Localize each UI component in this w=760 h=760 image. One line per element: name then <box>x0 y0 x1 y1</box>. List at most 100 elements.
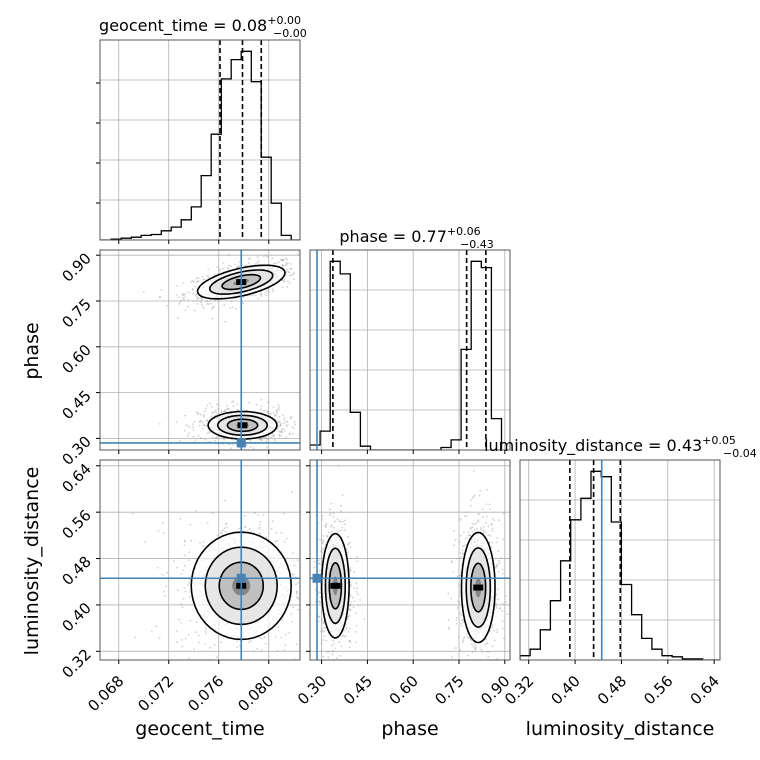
panel-geocent-time-vs-luminosity-distance-sample-point <box>244 526 247 529</box>
panel-phase-vs-luminosity-distance-sample-point <box>339 654 342 657</box>
panel-geocent-time-vs-phase-sample-point <box>260 408 262 411</box>
panel-geocent-time-vs-luminosity-distance-sample-point <box>196 621 198 623</box>
panel-phase-vs-luminosity-distance-sample-point <box>485 521 487 524</box>
panel-phase-vs-luminosity-distance-sample-point <box>462 621 465 624</box>
panel-phase-vs-luminosity-distance-sample-point <box>467 534 470 537</box>
panel-geocent-time-vs-phase-sample-point <box>235 307 237 310</box>
xtick-label-luminosity-distance-4: 0.64 <box>687 672 723 708</box>
panel-phase-vs-luminosity-distance-sample-point <box>340 686 342 688</box>
panel-geocent-time-vs-phase-sample-point <box>291 426 294 428</box>
hist-geocent-time <box>96 39 301 244</box>
panel-phase-vs-luminosity-distance-sample-point <box>325 664 327 666</box>
panel-geocent-time-vs-phase-sample-point <box>281 431 283 434</box>
panel-phase-vs-luminosity-distance-sample-point <box>334 647 337 650</box>
panel-phase-vs-luminosity-distance-sample-point <box>326 650 328 653</box>
panel-phase-vs-luminosity-distance-sample-point <box>482 529 485 532</box>
panel-geocent-time-vs-luminosity-distance-sample-point <box>308 544 310 546</box>
panel-geocent-time-vs-luminosity-distance-sample-point <box>223 527 226 530</box>
panel-phase-vs-luminosity-distance-sample-point <box>328 671 330 673</box>
panel-geocent-time-vs-phase-sample-point <box>286 424 289 426</box>
panel-geocent-time-vs-phase-sample-point <box>260 411 262 414</box>
panel-geocent-time-vs-phase-sample-point <box>178 303 181 305</box>
panel-geocent-time-vs-luminosity-distance-sample-point <box>184 554 186 556</box>
panel-geocent-time-vs-phase-sample-point <box>223 438 226 441</box>
panel-geocent-time-vs-phase-sample-point <box>228 254 230 257</box>
panel-geocent-time-vs-luminosity-distance-sample-point <box>284 644 287 647</box>
ytick-label-luminosity-distance-1: 0.40 <box>58 599 94 635</box>
panel-phase-vs-luminosity-distance-sample-point <box>459 612 461 615</box>
panel-phase-vs-luminosity-distance-sample-point <box>335 687 337 689</box>
hist-phase-frame <box>309 249 511 451</box>
panel-phase-vs-luminosity-distance-sample-point <box>501 568 504 571</box>
panel-geocent-time-vs-phase-sample-point <box>281 259 284 262</box>
xtick-label-geocent-time-2: 0.076 <box>184 672 227 715</box>
panel-geocent-time-vs-luminosity-distance-sample-point <box>260 649 263 651</box>
panel-phase-vs-luminosity-distance-sample-point <box>455 557 458 560</box>
panel-geocent-time-vs-luminosity-distance-sample-point <box>270 527 273 530</box>
panel-geocent-time-vs-phase-sample-point <box>210 302 212 305</box>
panel-geocent-time-vs-phase-sample-point <box>142 291 145 294</box>
panel-geocent-time-vs-phase-sample-point <box>306 263 308 265</box>
panel-geocent-time-vs-luminosity-distance-frame <box>99 459 301 661</box>
panel-phase-vs-luminosity-distance-sample-point <box>454 647 457 649</box>
panel-phase-vs-luminosity-distance-sample-point <box>332 650 335 652</box>
panel-geocent-time-vs-luminosity-distance-sample-point <box>303 596 305 598</box>
panel-phase-vs-luminosity-distance-sample-point <box>456 607 459 609</box>
panel-geocent-time-vs-phase-sample-point <box>257 256 259 258</box>
panel-geocent-time-vs-phase-sample-point <box>282 258 285 261</box>
panel-geocent-time-vs-luminosity-distance-sample-point <box>295 643 298 646</box>
panel-phase-vs-luminosity-distance-sample-point <box>483 670 485 672</box>
panel-geocent-time-vs-luminosity-distance-sample-point <box>293 564 296 567</box>
panel-phase-vs-luminosity-distance-sample-point <box>462 531 465 534</box>
panel-geocent-time-vs-phase-sample-point <box>248 401 251 404</box>
panel-geocent-time-vs-luminosity-distance-sample-point <box>281 619 284 621</box>
panel-geocent-time-vs-phase-sample-point <box>211 412 214 415</box>
panel-geocent-time-vs-phase-sample-point <box>260 295 263 297</box>
panel-geocent-time-vs-luminosity-distance-sample-point <box>308 584 310 586</box>
panel-geocent-time-vs-phase-sample-point <box>266 437 269 440</box>
panel-phase-vs-luminosity-distance-sample-point <box>321 650 323 652</box>
panel-geocent-time-vs-phase-sample-point <box>228 407 231 410</box>
panel-geocent-time-vs-phase-sample-point <box>249 294 252 297</box>
panel-phase-vs-luminosity-distance-sample-point <box>329 508 331 511</box>
panel-geocent-time-vs-phase-sample-point <box>282 259 285 262</box>
panel-phase-vs-luminosity-distance-sample-point <box>460 614 463 617</box>
panel-phase-vs-luminosity-distance-sample-point <box>468 534 471 537</box>
panel-phase-vs-luminosity-distance-sample-point <box>332 512 335 514</box>
panel-geocent-time-vs-phase-sample-point <box>286 285 289 288</box>
panel-phase-vs-luminosity-distance-sample-point <box>356 560 359 563</box>
panel-phase-vs-luminosity-distance-sample-point <box>335 657 338 659</box>
panel-geocent-time-vs-luminosity-distance-sample-point <box>285 537 288 540</box>
panel-phase-vs-luminosity-distance-sample-point <box>337 465 340 467</box>
panel-geocent-time-vs-phase-sample-point <box>220 411 223 414</box>
panel-geocent-time-vs-phase-sample-point <box>303 291 305 293</box>
panel-geocent-time-vs-luminosity-distance-sample-point <box>274 636 277 639</box>
panel-geocent-time-vs-luminosity-distance-sample-point <box>132 512 134 515</box>
panel-phase-vs-luminosity-distance-sample-point <box>484 643 487 646</box>
panel-phase-vs-luminosity-distance-sample-point <box>447 619 450 622</box>
panel-phase-vs-luminosity-distance-sample-point <box>467 531 470 534</box>
panel-geocent-time-vs-phase-sample-point <box>213 273 216 276</box>
panel-phase-vs-luminosity-distance-sample-point <box>489 534 492 537</box>
panel-geocent-time-vs-luminosity-distance-sample-point <box>302 561 304 563</box>
panel-phase-vs-luminosity-distance-sample-point <box>493 639 496 642</box>
panel-phase-vs-luminosity-distance-sample-point <box>458 557 461 560</box>
panel-phase-vs-luminosity-distance-sample-point <box>480 527 482 529</box>
panel-geocent-time-vs-phase-sample-point <box>194 285 196 288</box>
panel-phase-vs-luminosity-distance-sample-point <box>353 600 356 602</box>
panel-geocent-time-vs-phase-sample-point <box>184 309 187 312</box>
panel-phase-vs-luminosity-distance-sample-point <box>330 524 333 526</box>
panel-geocent-time-vs-phase-sample-point <box>259 293 262 295</box>
panel-geocent-time-vs-phase-sample-point <box>217 404 220 407</box>
panel-geocent-time-vs-luminosity-distance-sample-point <box>181 606 184 609</box>
panel-geocent-time-vs-luminosity-distance-sample-point <box>158 637 161 640</box>
panel-phase-vs-luminosity-distance-sample-point <box>491 645 494 648</box>
panel-geocent-time-vs-luminosity-distance-sample-point <box>284 634 287 636</box>
panel-geocent-time-vs-luminosity-distance-sample-point <box>184 637 187 640</box>
panel-geocent-time-vs-luminosity-distance-sample-point <box>156 566 159 569</box>
panel-phase-vs-luminosity-distance-sample-point <box>461 552 464 555</box>
panel-phase-vs-luminosity-distance-sample-point <box>322 655 325 658</box>
panel-geocent-time-vs-luminosity-distance-sample-point <box>178 618 181 621</box>
panel-phase-vs-luminosity-distance-sample-point <box>502 538 505 541</box>
panel-geocent-time-vs-luminosity-distance-sample-point <box>188 551 191 553</box>
